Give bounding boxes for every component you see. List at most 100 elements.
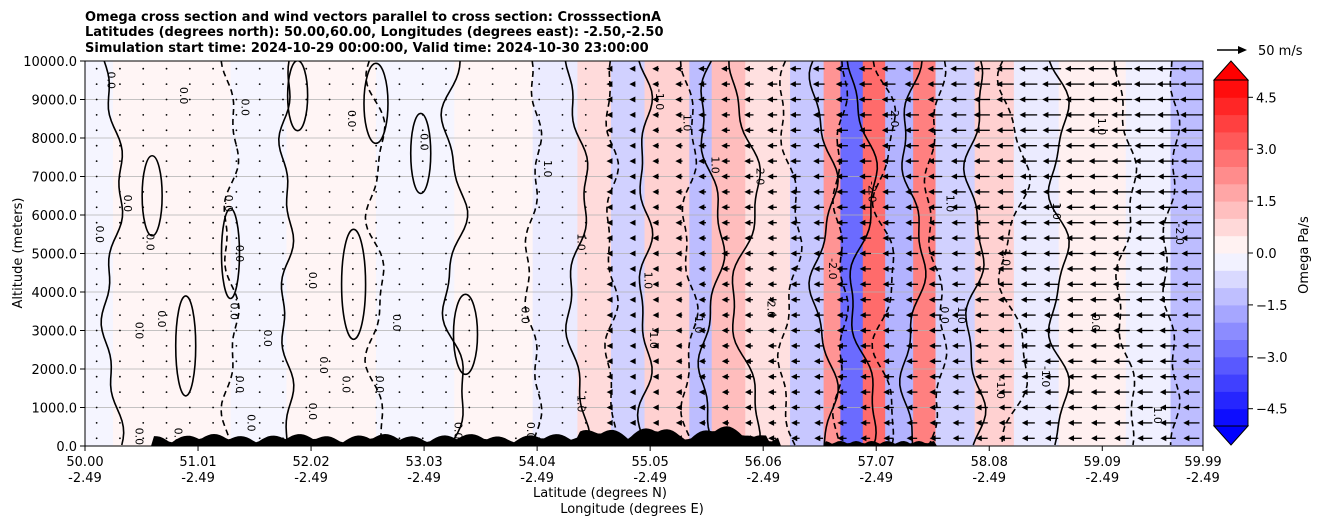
wind-vector-arrowhead-icon — [974, 219, 981, 226]
wind-vector-arrowhead-icon — [975, 435, 982, 442]
wind-vector-dot — [584, 144, 587, 147]
wind-vector-dot — [421, 67, 424, 70]
wind-vector-arrowhead-icon — [789, 65, 796, 72]
wind-vector-dot — [95, 129, 98, 132]
wind-vector-arrowhead-icon — [1136, 389, 1143, 396]
wind-vector-arrowhead-icon — [858, 81, 865, 88]
wind-vector-dot — [282, 129, 284, 132]
wind-vector-arrowhead-icon — [744, 404, 751, 411]
wind-vector-dot — [142, 129, 145, 132]
wind-vector-arrowhead-icon — [698, 219, 705, 226]
wind-vector-dot — [514, 360, 517, 363]
wind-vector-dot — [119, 345, 121, 347]
wind-vector-dot — [398, 191, 401, 193]
wind-vector-dot — [375, 83, 378, 85]
wind-vector-arrowhead-icon — [675, 65, 682, 72]
wind-vector-arrowhead-icon — [928, 312, 935, 319]
wind-vector-dot — [421, 114, 424, 116]
wind-vector-arrowhead-icon — [629, 188, 636, 195]
wind-vector-dot — [538, 191, 541, 193]
wind-vector-dot — [119, 422, 121, 424]
wind-vector-arrowhead-icon — [789, 96, 796, 103]
wind-vector-arrowhead-icon — [998, 404, 1005, 411]
wind-vector-arrowhead-icon — [813, 235, 820, 242]
wind-vector-dot — [328, 221, 331, 224]
contour-label: -1.0 — [994, 378, 1007, 399]
wind-vector-dot — [468, 144, 471, 147]
wind-vector-dot — [212, 298, 215, 301]
wind-vector-dot — [351, 298, 354, 301]
wind-vector-dot — [445, 391, 447, 393]
wind-vector-dot — [584, 237, 587, 240]
wind-vector-dot — [212, 268, 215, 270]
wind-vector-dot — [538, 268, 541, 270]
wind-vector-arrowhead-icon — [675, 81, 682, 88]
wind-vector-arrowhead-icon — [698, 358, 705, 365]
wind-vector-dot — [95, 375, 98, 378]
contour-label: 0.0 — [306, 272, 319, 290]
wind-vector-arrowhead-icon — [721, 281, 728, 288]
wind-vector-arrowhead-icon — [1134, 188, 1141, 195]
wind-vector-arrowhead-icon — [904, 65, 911, 72]
wind-vector-arrowhead-icon — [905, 265, 912, 272]
wind-vector-dot — [398, 268, 401, 270]
wind-vector-arrowhead-icon — [698, 235, 705, 242]
wind-vector-dot — [142, 268, 145, 270]
wind-vector-dot — [375, 406, 378, 409]
wind-vector-arrowhead-icon — [1114, 419, 1121, 426]
wind-vector-arrowhead-icon — [767, 127, 774, 134]
wind-vector-arrowhead-icon — [790, 219, 797, 226]
wind-vector-arrowhead-icon — [974, 204, 981, 211]
wind-vector-arrowhead-icon — [996, 127, 1003, 134]
wind-vector-dot — [95, 221, 98, 224]
wind-vector-arrowhead-icon — [1159, 342, 1166, 349]
wind-vector-arrowhead-icon — [1088, 96, 1095, 103]
wind-vector-arrowhead-icon — [1136, 327, 1143, 334]
wind-vector-dot — [351, 67, 354, 70]
x-tick-label-lon: -2.49 — [746, 471, 780, 486]
wind-vector-dot — [561, 375, 564, 378]
wind-vector-dot — [351, 129, 354, 132]
wind-vector-dot — [468, 422, 471, 424]
wind-vector-arrowhead-icon — [744, 111, 751, 118]
colorbar: 4.5 3.0 1.5 0.0 −1.5 −3.0 −4.5 — [1212, 60, 1288, 446]
wind-vector-arrowhead-icon — [813, 312, 820, 319]
wind-vector-dot — [328, 114, 331, 116]
wind-vector-dot — [491, 406, 494, 409]
wind-vector-arrowhead-icon — [1064, 65, 1071, 72]
wind-vector-dot — [235, 67, 238, 70]
wind-vector-dot — [445, 406, 447, 409]
wind-vector-arrowhead-icon — [721, 173, 728, 180]
wind-vector-dot — [514, 144, 517, 147]
wind-vector-arrowhead-icon — [1182, 342, 1189, 349]
wind-vector-dot — [351, 114, 354, 116]
wind-vector-arrowhead-icon — [906, 435, 913, 442]
wind-vector-arrowhead-icon — [629, 96, 636, 103]
wind-vector-dot — [468, 345, 471, 347]
x-tick-label-lat: 59.09 — [1084, 455, 1121, 470]
wind-vector-arrowhead-icon — [675, 158, 682, 165]
wind-vector-dot — [95, 406, 98, 409]
wind-vector-dot — [142, 175, 145, 178]
wind-vector-arrowhead-icon — [1180, 111, 1187, 118]
wind-vector-arrowhead-icon — [744, 158, 751, 165]
wind-vector-dot — [468, 391, 471, 393]
wind-vector-arrowhead-icon — [952, 404, 959, 411]
contour-label: 2.0 — [888, 110, 901, 128]
wind-vector-dot — [561, 360, 564, 363]
wind-vector-arrowhead-icon — [1021, 404, 1028, 411]
wind-vector-dot — [142, 391, 145, 393]
wind-vector-arrowhead-icon — [859, 235, 866, 242]
wind-vector-arrowhead-icon — [767, 250, 774, 257]
wind-vector-dot — [235, 375, 238, 378]
wind-vector-dot — [258, 83, 261, 85]
wind-vector-arrowhead-icon — [767, 96, 774, 103]
wind-vector-arrowhead-icon — [652, 327, 659, 334]
wind-vector-arrowhead-icon — [1135, 296, 1142, 303]
wind-vector-dot — [235, 221, 238, 224]
wind-vector-dot — [538, 237, 541, 240]
wind-vector-dot — [491, 175, 494, 178]
wind-vector-arrowhead-icon — [836, 235, 843, 242]
contour-label: 0.0 — [233, 376, 246, 394]
wind-vector-arrowhead-icon — [1157, 158, 1164, 165]
